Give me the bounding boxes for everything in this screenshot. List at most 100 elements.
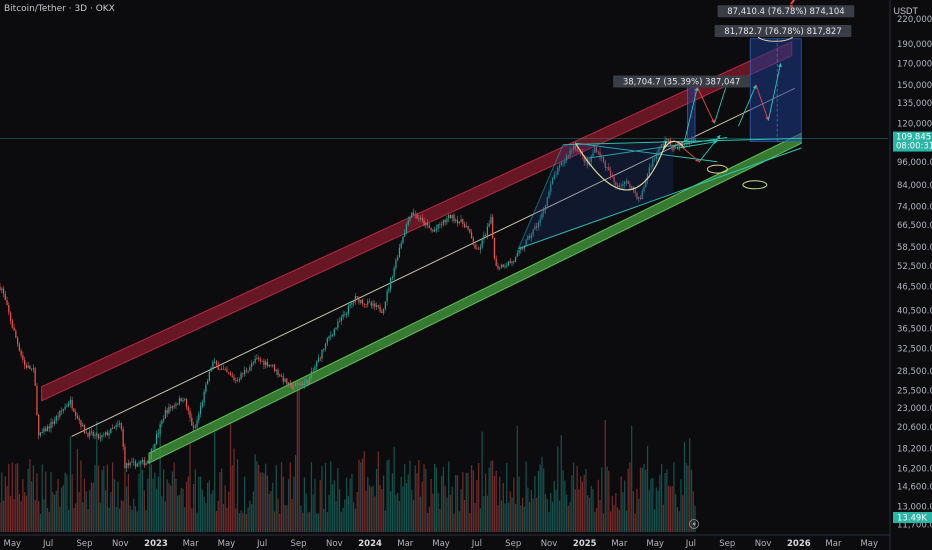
y-tick-label: 32,500.0 bbox=[897, 344, 932, 354]
candle bbox=[45, 428, 47, 432]
candle bbox=[228, 372, 230, 374]
candle bbox=[300, 383, 302, 386]
volume-bar bbox=[388, 459, 390, 532]
volume-bar bbox=[240, 510, 242, 532]
y-tick-label: 52,500.0 bbox=[897, 262, 932, 272]
candle bbox=[347, 306, 350, 314]
candle bbox=[303, 382, 306, 386]
volume-bar bbox=[310, 462, 313, 532]
arrow-up-2 bbox=[713, 82, 728, 124]
volume-bar bbox=[558, 500, 561, 532]
volume-bar bbox=[437, 492, 439, 532]
volume-bar bbox=[235, 508, 237, 532]
triangle-fill bbox=[518, 142, 674, 249]
volume-bar bbox=[687, 465, 689, 532]
volume-bar bbox=[199, 476, 202, 532]
volume-bar bbox=[110, 492, 112, 532]
candle bbox=[119, 423, 121, 425]
candle bbox=[279, 374, 281, 377]
candle bbox=[38, 414, 40, 436]
candle bbox=[425, 222, 427, 226]
volume-bar bbox=[233, 448, 235, 532]
y-tick-label: 120,000.0 bbox=[897, 119, 932, 129]
volume-bar bbox=[604, 420, 606, 532]
volume-bar bbox=[133, 498, 135, 532]
arrow-side-head bbox=[713, 140, 718, 144]
volume-bar bbox=[108, 507, 110, 532]
lightning-icon bbox=[689, 519, 699, 529]
candle bbox=[238, 379, 240, 381]
candle bbox=[485, 235, 487, 236]
volume-bar bbox=[462, 472, 464, 532]
volume-bar bbox=[418, 460, 420, 532]
volume-bar bbox=[205, 503, 207, 532]
candle bbox=[236, 380, 239, 382]
candle bbox=[671, 145, 673, 151]
candle bbox=[338, 320, 341, 322]
volume-bar bbox=[9, 495, 12, 532]
candle bbox=[601, 157, 603, 159]
candle bbox=[94, 435, 96, 436]
volume-bar bbox=[330, 461, 332, 532]
volume-bar bbox=[254, 454, 256, 532]
candle bbox=[85, 432, 87, 434]
candle bbox=[173, 406, 175, 407]
volume-bar bbox=[639, 467, 642, 532]
volume-bar bbox=[537, 470, 540, 532]
y-axis-panel bbox=[890, 0, 932, 550]
volume-bar bbox=[242, 512, 244, 532]
candle bbox=[499, 267, 501, 269]
y-tick-label: 23,000.0 bbox=[897, 404, 932, 414]
candle bbox=[68, 403, 70, 406]
volume-bar bbox=[683, 442, 686, 532]
y-tick-label: 28,500.0 bbox=[897, 367, 932, 377]
candle bbox=[518, 250, 520, 254]
volume-bar bbox=[590, 485, 592, 532]
volume-bar bbox=[426, 512, 429, 532]
volume-bar bbox=[131, 509, 133, 532]
candle bbox=[302, 383, 304, 386]
candle bbox=[282, 376, 284, 382]
triangle-side bbox=[518, 144, 564, 249]
candle bbox=[331, 334, 334, 336]
volume-bar bbox=[38, 501, 40, 532]
volume-bar bbox=[444, 485, 446, 532]
candle bbox=[259, 358, 262, 361]
volume-bar bbox=[252, 491, 254, 532]
candle bbox=[513, 261, 515, 263]
candle bbox=[560, 162, 562, 166]
volume-bar bbox=[280, 462, 283, 532]
y-tick-label: 13,000.0 bbox=[897, 502, 932, 512]
candle bbox=[60, 410, 63, 412]
measure-label-box bbox=[613, 75, 750, 88]
x-tick-label: Jul bbox=[256, 539, 267, 549]
volume-bar bbox=[666, 469, 668, 532]
volume-bar bbox=[221, 468, 223, 532]
volume-bar bbox=[263, 473, 265, 532]
candle bbox=[198, 414, 200, 421]
candle bbox=[495, 258, 497, 267]
volume-bar bbox=[192, 483, 195, 532]
volume-bar bbox=[465, 472, 467, 532]
arrow-up-1 bbox=[684, 87, 698, 142]
volume-bar bbox=[351, 473, 353, 532]
volume-bar bbox=[148, 466, 151, 532]
volume-bar bbox=[500, 500, 503, 532]
volume-bar bbox=[530, 489, 533, 532]
candle bbox=[251, 363, 253, 368]
candle bbox=[305, 380, 307, 383]
volume-bar bbox=[207, 482, 209, 532]
candle bbox=[39, 432, 42, 436]
candle bbox=[407, 220, 409, 225]
volume-bar bbox=[76, 448, 79, 532]
volume-bar bbox=[411, 490, 413, 532]
arrow-down-2 bbox=[755, 84, 769, 121]
volume-bar bbox=[41, 464, 43, 532]
candle bbox=[129, 462, 131, 466]
candle bbox=[192, 425, 195, 429]
candle bbox=[212, 361, 214, 368]
volume-bars bbox=[0, 387, 696, 532]
volume-bar bbox=[266, 475, 269, 532]
